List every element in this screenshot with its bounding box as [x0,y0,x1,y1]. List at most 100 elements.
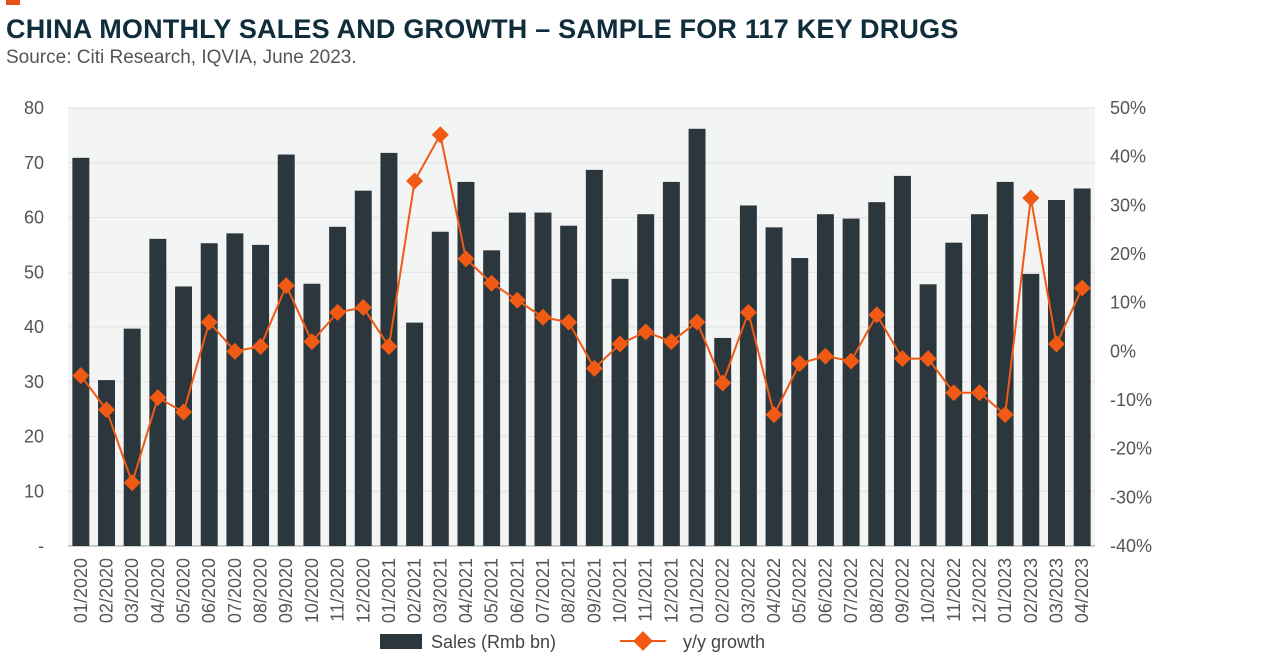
growth-marker [534,308,552,326]
sales-bar [560,225,578,546]
growth-marker [252,337,270,355]
sales-bar [765,227,783,547]
growth-marker [200,313,218,331]
right-tick-label: 10% [1110,293,1146,313]
x-tick-label: 10/2021 [610,558,630,623]
sales-bar [123,328,141,546]
x-tick-label: 12/2022 [969,558,989,623]
x-tick-label: 02/2021 [405,558,425,623]
sales-bar [739,205,757,546]
sales-bar [1048,199,1065,547]
sales-bar [637,214,655,546]
growth-marker [175,403,193,421]
chart-subtitle: Source: Citi Research, IQVIA, June 2023. [6,47,357,68]
sales-bar [688,128,706,546]
x-tick-label: 01/2023 [995,558,1015,623]
sales-bar [919,284,937,546]
growth-line [80,131,1084,486]
left-tick-label: 10 [24,481,44,501]
x-tick-label: 06/2022 [815,558,835,623]
sales-bar [277,154,295,546]
growth-marker [765,406,783,424]
x-tick-label: 08/2022 [867,558,887,623]
growth-marker [714,374,732,392]
growth-marker [868,306,886,324]
growth-marker [380,337,398,355]
x-tick-label: 09/2021 [584,558,604,623]
x-tick-label: 02/2022 [713,558,733,623]
sales-bar [457,181,475,546]
left-tick-label: 20 [24,427,44,447]
growth-marker [791,355,809,372]
right-axis: -40% -30% -20% -10% 0% 10% 20% 30% 40% 50% [1110,98,1152,556]
growth-marker [970,384,988,402]
sales-bar [1073,188,1091,547]
growth-marker [406,172,424,190]
growth-marker [945,384,963,402]
x-tick-label: 01/2020 [71,558,91,623]
growth-marker [483,274,501,292]
growth-marker [226,342,244,360]
x-tick-label: 06/2021 [507,558,527,623]
sales-bar [329,226,347,546]
right-tick-label: 20% [1110,244,1146,264]
sales-bar [816,214,834,546]
x-tick-label: 04/2022 [764,558,784,623]
right-tick-label: -10% [1110,390,1152,410]
x-tick-label: 02/2023 [1021,558,1041,623]
x-tick-label: 03/2020 [122,558,142,623]
chart-title: CHINA MONTHLY SALES AND GROWTH – SAMPLE … [6,14,959,44]
x-tick-label: 07/2020 [225,558,245,623]
x-tick-label: 12/2020 [353,558,373,623]
x-tick-label: 06/2020 [199,558,219,623]
sales-bar [534,212,552,546]
growth-marker [329,303,347,321]
right-tick-label: 50% [1110,98,1146,118]
sales-bar [431,231,449,547]
right-tick-label: 0% [1110,341,1136,361]
growth-marker [72,367,90,385]
growth-marker [688,313,706,331]
left-tick-label: - [38,536,44,556]
x-tick-label: 11/2021 [636,558,656,622]
sales-bar [662,181,680,546]
growth-marker [98,401,115,419]
x-tick-label: 04/2021 [456,558,476,623]
x-tick-label: 09/2020 [276,558,296,623]
growth-marker [303,333,321,351]
growth-marker [893,350,911,368]
left-tick-label: 80 [24,98,44,118]
legend: Sales (Rmb bn) y/y growth [380,631,765,652]
left-axis: - 10 20 30 40 50 60 70 80 [24,98,44,556]
left-tick-label: 70 [24,153,44,173]
x-tick-label: 08/2021 [559,558,579,623]
x-tick-label: 01/2021 [379,558,399,623]
x-tick-label: 09/2022 [892,558,912,623]
sales-bar [1022,273,1040,546]
sales-bar [585,169,603,546]
sales-bar [508,212,526,546]
growth-marker [560,313,578,331]
x-tick-label: 07/2021 [533,558,553,623]
right-tick-label: 40% [1110,147,1146,167]
x-tick-label: 04/2023 [1072,558,1092,623]
legend-diamond-swatch [633,631,653,651]
sales-bar [354,190,372,547]
x-tick-label: 03/2023 [1046,558,1066,623]
header-accent-mark [6,0,20,5]
growth-marker [277,277,295,295]
legend-bar-swatch [380,634,422,649]
growth-marker [123,474,141,492]
growth-marker [431,126,449,144]
x-tick-label: 03/2022 [738,558,758,623]
x-tick-label: 01/2022 [687,558,707,623]
growth-marker [996,406,1014,424]
right-tick-label: -20% [1110,439,1152,459]
x-tick-label: 05/2021 [482,558,502,623]
legend-growth-label: y/y growth [683,632,765,652]
x-tick-label: 04/2020 [148,558,168,623]
sales-bar [970,214,988,546]
sales-bar [406,322,424,546]
sales-bar [72,157,90,546]
